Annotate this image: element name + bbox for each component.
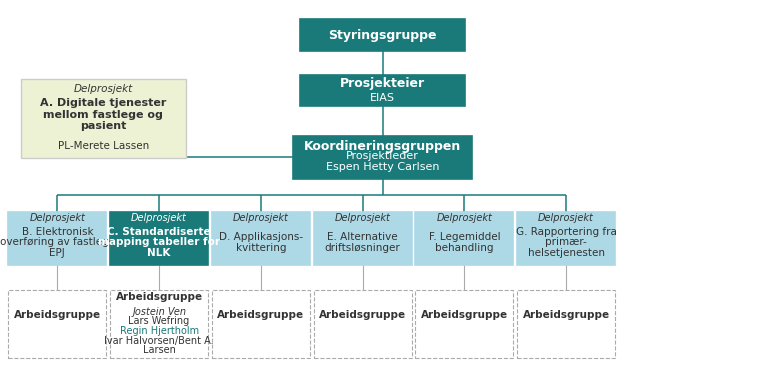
Text: driftsløsninger: driftsløsninger	[324, 242, 401, 253]
Text: Delprosjekt: Delprosjekt	[131, 213, 187, 223]
Text: overføring av fastlege: overføring av fastlege	[0, 237, 115, 248]
FancyBboxPatch shape	[517, 289, 615, 358]
FancyBboxPatch shape	[292, 136, 472, 179]
Text: Prosjekteier: Prosjekteier	[340, 77, 425, 91]
FancyBboxPatch shape	[212, 289, 310, 358]
FancyBboxPatch shape	[110, 289, 208, 358]
Text: Arbeidsgruppe: Arbeidsgruppe	[116, 292, 203, 302]
Text: Delprosjekt: Delprosjekt	[73, 84, 133, 94]
Text: Koordineringsgruppen: Koordineringsgruppen	[304, 139, 461, 153]
Text: Styringsgruppe: Styringsgruppe	[328, 28, 437, 42]
FancyBboxPatch shape	[8, 212, 106, 266]
FancyBboxPatch shape	[212, 212, 310, 266]
Text: EPJ: EPJ	[50, 248, 65, 258]
Text: E. Alternative: E. Alternative	[327, 232, 398, 242]
Text: Delprosjekt: Delprosjekt	[538, 213, 594, 223]
Text: Delprosjekt: Delprosjekt	[436, 213, 493, 223]
FancyBboxPatch shape	[415, 212, 513, 266]
Text: Prosjektleder: Prosjektleder	[346, 151, 419, 161]
FancyBboxPatch shape	[314, 289, 412, 358]
FancyBboxPatch shape	[21, 78, 185, 158]
Text: primær-: primær-	[545, 237, 587, 248]
FancyBboxPatch shape	[517, 212, 615, 266]
Text: Larsen: Larsen	[143, 345, 175, 355]
Text: Arbeidsgruppe: Arbeidsgruppe	[319, 309, 406, 320]
Text: Arbeidsgruppe: Arbeidsgruppe	[217, 309, 304, 320]
Text: EIAS: EIAS	[370, 93, 395, 103]
Text: Arbeidsgruppe: Arbeidsgruppe	[421, 309, 508, 320]
Text: Delprosjekt: Delprosjekt	[334, 213, 391, 223]
Text: mapping tabeller for: mapping tabeller for	[98, 237, 220, 248]
Text: Lars Wefring: Lars Wefring	[129, 316, 190, 326]
FancyBboxPatch shape	[300, 19, 464, 51]
FancyBboxPatch shape	[8, 289, 106, 358]
Text: F. Legemiddel: F. Legemiddel	[428, 232, 500, 242]
Text: Regin Hjertholm: Regin Hjertholm	[119, 326, 199, 336]
Text: Arbeidsgruppe: Arbeidsgruppe	[522, 309, 610, 320]
FancyBboxPatch shape	[300, 75, 464, 107]
Text: behandling: behandling	[435, 242, 493, 253]
Text: PL-Merete Lassen: PL-Merete Lassen	[57, 141, 149, 151]
Text: Arbeidsgruppe: Arbeidsgruppe	[14, 309, 101, 320]
FancyBboxPatch shape	[110, 212, 208, 266]
Text: B. Elektronisk: B. Elektronisk	[21, 227, 93, 237]
FancyBboxPatch shape	[415, 289, 513, 358]
Text: Delprosjekt: Delprosjekt	[29, 213, 86, 223]
Text: Jostein Ven: Jostein Ven	[132, 307, 186, 317]
Text: C. Standardiserte: C. Standardiserte	[107, 227, 211, 237]
Text: helsetjenesten: helsetjenesten	[528, 248, 604, 258]
Text: Ivar Halvorsen/Bent A.: Ivar Halvorsen/Bent A.	[104, 336, 214, 346]
Text: A. Digitale tjenester
mellom fastlege og
pasient: A. Digitale tjenester mellom fastlege og…	[40, 98, 167, 131]
Text: G. Rapportering fra: G. Rapportering fra	[516, 227, 617, 237]
Text: D. Applikasjons-: D. Applikasjons-	[219, 232, 303, 242]
Text: Delprosjekt: Delprosjekt	[233, 213, 289, 223]
FancyBboxPatch shape	[314, 212, 412, 266]
Text: kvittering: kvittering	[236, 242, 286, 253]
Text: NLK: NLK	[148, 248, 171, 258]
Text: Espen Hetty Carlsen: Espen Hetty Carlsen	[326, 161, 439, 172]
